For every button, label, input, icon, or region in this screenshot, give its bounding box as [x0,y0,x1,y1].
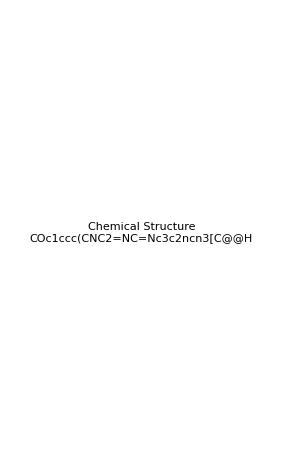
Text: Chemical Structure
COc1ccc(CNC2=NC=Nc3c2ncn3[C@@H: Chemical Structure COc1ccc(CNC2=NC=Nc3c2… [30,222,253,243]
